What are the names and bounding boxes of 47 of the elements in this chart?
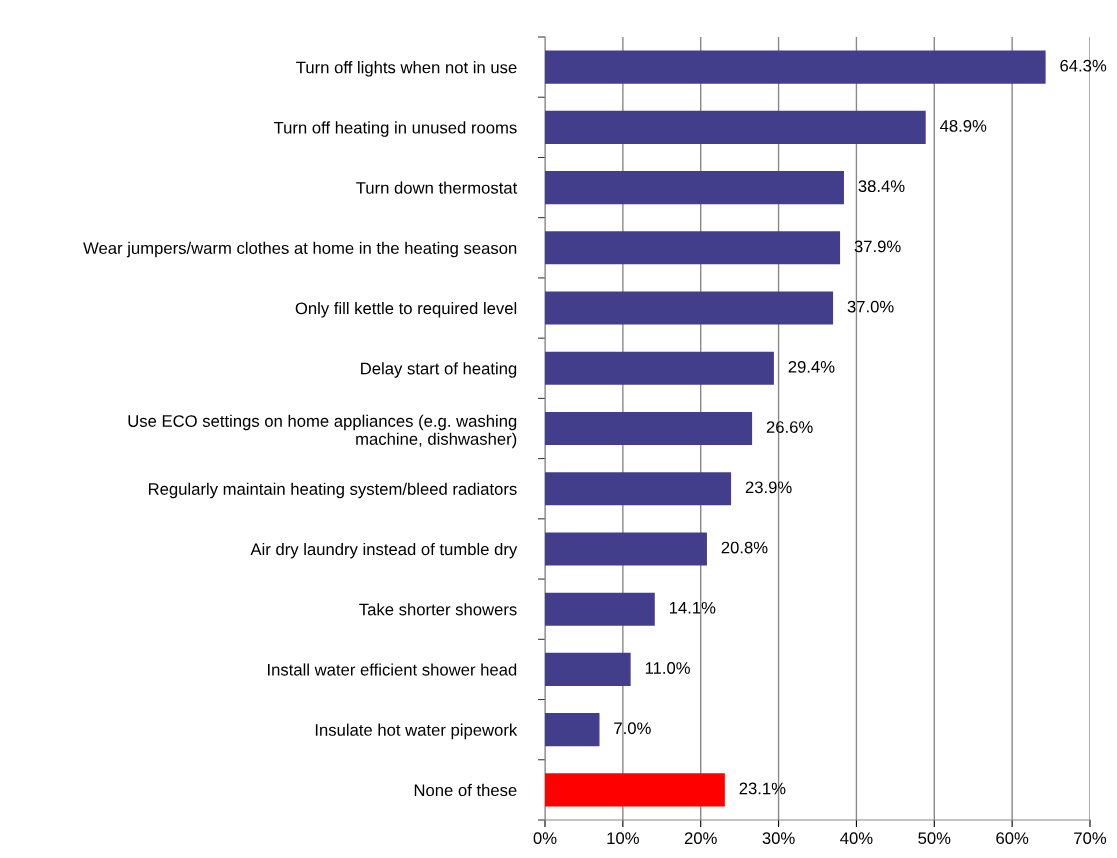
bar — [545, 110, 926, 144]
y-tick-label: Take shorter showers — [359, 603, 517, 616]
data-label: 23.1% — [739, 782, 786, 795]
y-tick-label: Turn down thermostat — [356, 181, 518, 194]
x-tick-label: 70% — [1074, 832, 1107, 845]
data-label: 64.3% — [1060, 59, 1107, 72]
data-label: 48.9% — [939, 120, 987, 132]
bar — [545, 291, 834, 325]
x-tick-label: 10% — [607, 832, 639, 845]
bar — [545, 532, 707, 566]
data-label: 23.9% — [745, 481, 792, 494]
bar — [545, 50, 1046, 84]
bar — [545, 773, 725, 807]
data-label: 14.1% — [669, 601, 716, 614]
y-tick-label: Install water efficient shower head — [268, 663, 517, 676]
data-label: 11.0% — [645, 662, 690, 674]
x-tick-label: 60% — [996, 832, 1029, 845]
data-label: 26.6% — [766, 421, 813, 433]
y-tick-label: Delay start of heating — [361, 362, 517, 378]
x-tick-label: 30% — [762, 832, 795, 845]
y-tick-label: Turn off heating in unused rooms — [273, 121, 517, 137]
y-tick-label: Wear jumpers/warm clothes at home in the heating season — [83, 241, 517, 258]
data-label: 7.0% — [614, 722, 651, 735]
data-label: 29.4% — [788, 360, 835, 373]
x-tick-label: 50% — [918, 832, 951, 845]
data-label: 37.0% — [847, 300, 894, 313]
y-tick-label: Use ECO settings on home appliances (e.g. washing machine, dishwasher) — [128, 414, 517, 449]
x-tick-label: 0% — [533, 832, 557, 845]
y-tick-label: None of these — [414, 783, 517, 797]
data-label: 38.4% — [858, 180, 905, 193]
bar — [545, 652, 631, 686]
data-label: 20.8% — [721, 541, 768, 554]
bar — [545, 411, 753, 446]
y-tick-label: Regularly maintain heating system/bleed radiators — [148, 482, 517, 499]
x-tick-label: 20% — [684, 832, 717, 845]
bar — [545, 713, 600, 747]
bar — [545, 171, 844, 205]
data-label: 37.9% — [854, 240, 901, 253]
bar — [545, 472, 732, 506]
y-tick-label: Only fill kettle to required level — [295, 302, 517, 318]
x-tick-label: 40% — [840, 832, 873, 845]
bar — [545, 231, 841, 265]
bar — [545, 351, 774, 385]
y-tick-label: Turn off lights when not in use — [296, 61, 517, 77]
y-tick-label: Insulate hot water pipework — [315, 723, 518, 740]
y-tick-label: Air dry laundry instead of tumble dry — [250, 542, 518, 559]
bar — [545, 592, 655, 626]
